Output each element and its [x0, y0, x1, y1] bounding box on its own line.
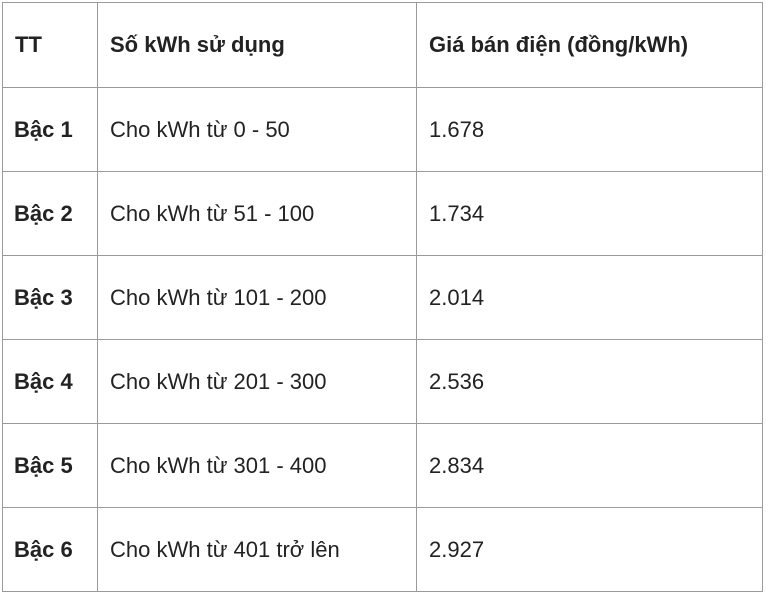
table-row: Bậc 6 Cho kWh từ 401 trở lên 2.927	[2, 507, 763, 592]
tier-cell: Bậc 6	[2, 507, 98, 592]
tier-cell: Bậc 2	[2, 171, 98, 256]
price-cell: 2.927	[416, 507, 763, 592]
price-cell: 2.014	[416, 255, 763, 340]
column-header-price: Giá bán điện (đồng/kWh)	[416, 2, 763, 88]
usage-cell: Cho kWh từ 301 - 400	[97, 423, 417, 508]
table-row: Bậc 1 Cho kWh từ 0 - 50 1.678	[2, 87, 763, 172]
column-header-usage: Số kWh sử dụng	[97, 2, 417, 88]
price-cell: 1.734	[416, 171, 763, 256]
usage-cell: Cho kWh từ 401 trở lên	[97, 507, 417, 592]
table-row: Bậc 3 Cho kWh từ 101 - 200 2.014	[2, 255, 763, 340]
price-cell: 2.536	[416, 339, 763, 424]
usage-cell: Cho kWh từ 201 - 300	[97, 339, 417, 424]
usage-cell: Cho kWh từ 101 - 200	[97, 255, 417, 340]
tier-cell: Bậc 1	[2, 87, 98, 172]
tier-cell: Bậc 5	[2, 423, 98, 508]
table-row: Bậc 2 Cho kWh từ 51 - 100 1.734	[2, 171, 763, 256]
column-header-tier: TT	[2, 2, 98, 88]
table-row: Bậc 4 Cho kWh từ 201 - 300 2.536	[2, 339, 763, 424]
tier-cell: Bậc 4	[2, 339, 98, 424]
price-cell: 1.678	[416, 87, 763, 172]
table-row: Bậc 5 Cho kWh từ 301 - 400 2.834	[2, 423, 763, 508]
usage-cell: Cho kWh từ 51 - 100	[97, 171, 417, 256]
usage-cell: Cho kWh từ 0 - 50	[97, 87, 417, 172]
header-row: TT Số kWh sử dụng Giá bán điện (đồng/kWh…	[2, 2, 763, 88]
tier-cell: Bậc 3	[2, 255, 98, 340]
price-cell: 2.834	[416, 423, 763, 508]
